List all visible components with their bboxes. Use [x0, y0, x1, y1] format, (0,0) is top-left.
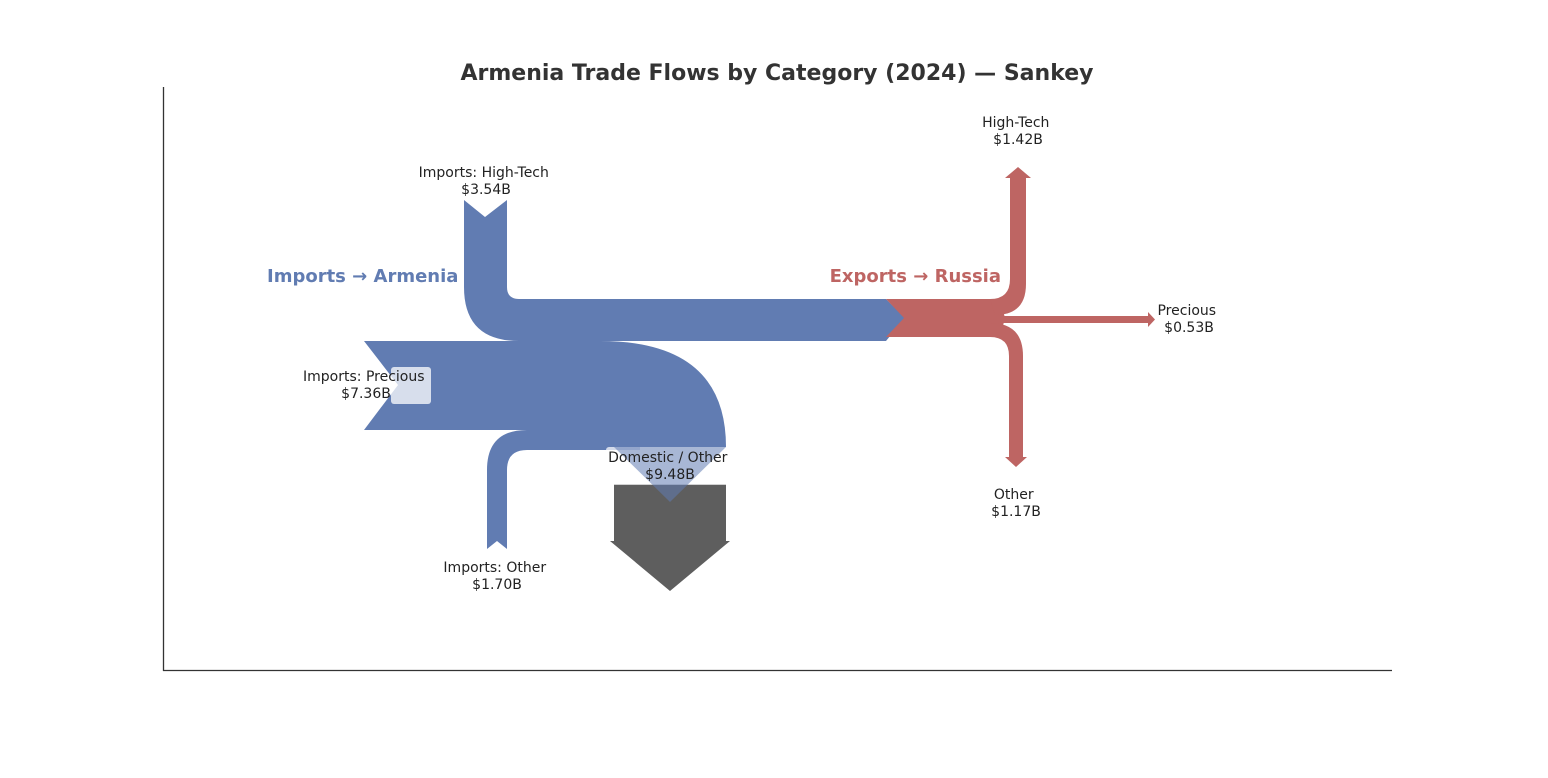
node-label-imports-high-tech-value: $3.54B: [461, 182, 511, 198]
group-label-imports: Imports → Armenia: [267, 266, 458, 287]
node-label-domestic-other-value: $9.48B: [645, 467, 695, 483]
node-label-domestic-other-name: Domestic / Other: [608, 450, 728, 466]
node-label-exports-precious: Precious $0.53B: [1157, 303, 1220, 336]
flow-exports-other: [990, 323, 1027, 467]
exports-diagram: Exports → Russia High-Tech $1.42B Precio…: [830, 115, 1220, 520]
node-label-exports-other-value: $1.17B: [991, 504, 1041, 520]
flow-exports-precious: [995, 312, 1155, 327]
node-label-imports-precious-name: Imports: Precious: [303, 369, 425, 385]
node-label-exports-precious-name: Precious: [1157, 303, 1216, 319]
node-label-imports-other-value: $1.70B: [472, 577, 522, 593]
node-label-imports-high-tech: Imports: High-Tech $3.54B: [419, 165, 554, 198]
flow-imports-high-tech: [464, 200, 905, 341]
chart-title: Armenia Trade Flows by Category (2024) —…: [460, 61, 1093, 86]
node-label-exports-high-tech-value: $1.42B: [993, 132, 1043, 148]
group-label-exports: Exports → Russia: [830, 266, 1001, 287]
flow-domestic-other-arrow-tip: [614, 447, 726, 502]
node-label-exports-other-name: Other: [994, 487, 1034, 503]
node-label-exports-other: Other $1.17B: [991, 487, 1041, 520]
label-box-imports-precious: [391, 367, 431, 404]
node-label-imports-other-name: Imports: Other: [443, 560, 546, 576]
flow-imports-precious: [364, 341, 726, 447]
node-label-exports-high-tech: High-Tech $1.42B: [982, 115, 1054, 148]
flow-domestic-other: [610, 484, 730, 591]
flow-exports-trunk: [886, 299, 1005, 337]
node-label-domestic-other: Domestic / Other $9.48B: [608, 450, 732, 483]
flow-exports-high-tech: [990, 167, 1031, 315]
node-label-exports-high-tech-name: High-Tech: [982, 115, 1049, 131]
node-label-imports-high-tech-name: Imports: High-Tech: [419, 165, 549, 181]
node-label-imports-other: Imports: Other $1.70B: [443, 560, 550, 593]
imports-diagram: Imports → Armenia Imports: High-Tech $3.…: [267, 165, 905, 593]
node-label-imports-precious: Imports: Precious $7.36B: [303, 369, 429, 402]
node-label-exports-precious-value: $0.53B: [1164, 320, 1214, 336]
node-label-imports-precious-value: $7.36B: [341, 386, 391, 402]
